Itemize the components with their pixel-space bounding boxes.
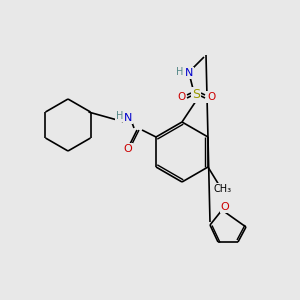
Text: CH₃: CH₃ <box>214 184 232 194</box>
Text: O: O <box>124 144 132 154</box>
Text: O: O <box>177 92 185 102</box>
Text: O: O <box>220 202 230 212</box>
Text: N: N <box>124 113 132 123</box>
Text: H: H <box>116 111 124 121</box>
Text: S: S <box>192 88 200 101</box>
Text: N: N <box>185 68 193 78</box>
Text: O: O <box>207 92 215 102</box>
Text: H: H <box>176 67 184 77</box>
